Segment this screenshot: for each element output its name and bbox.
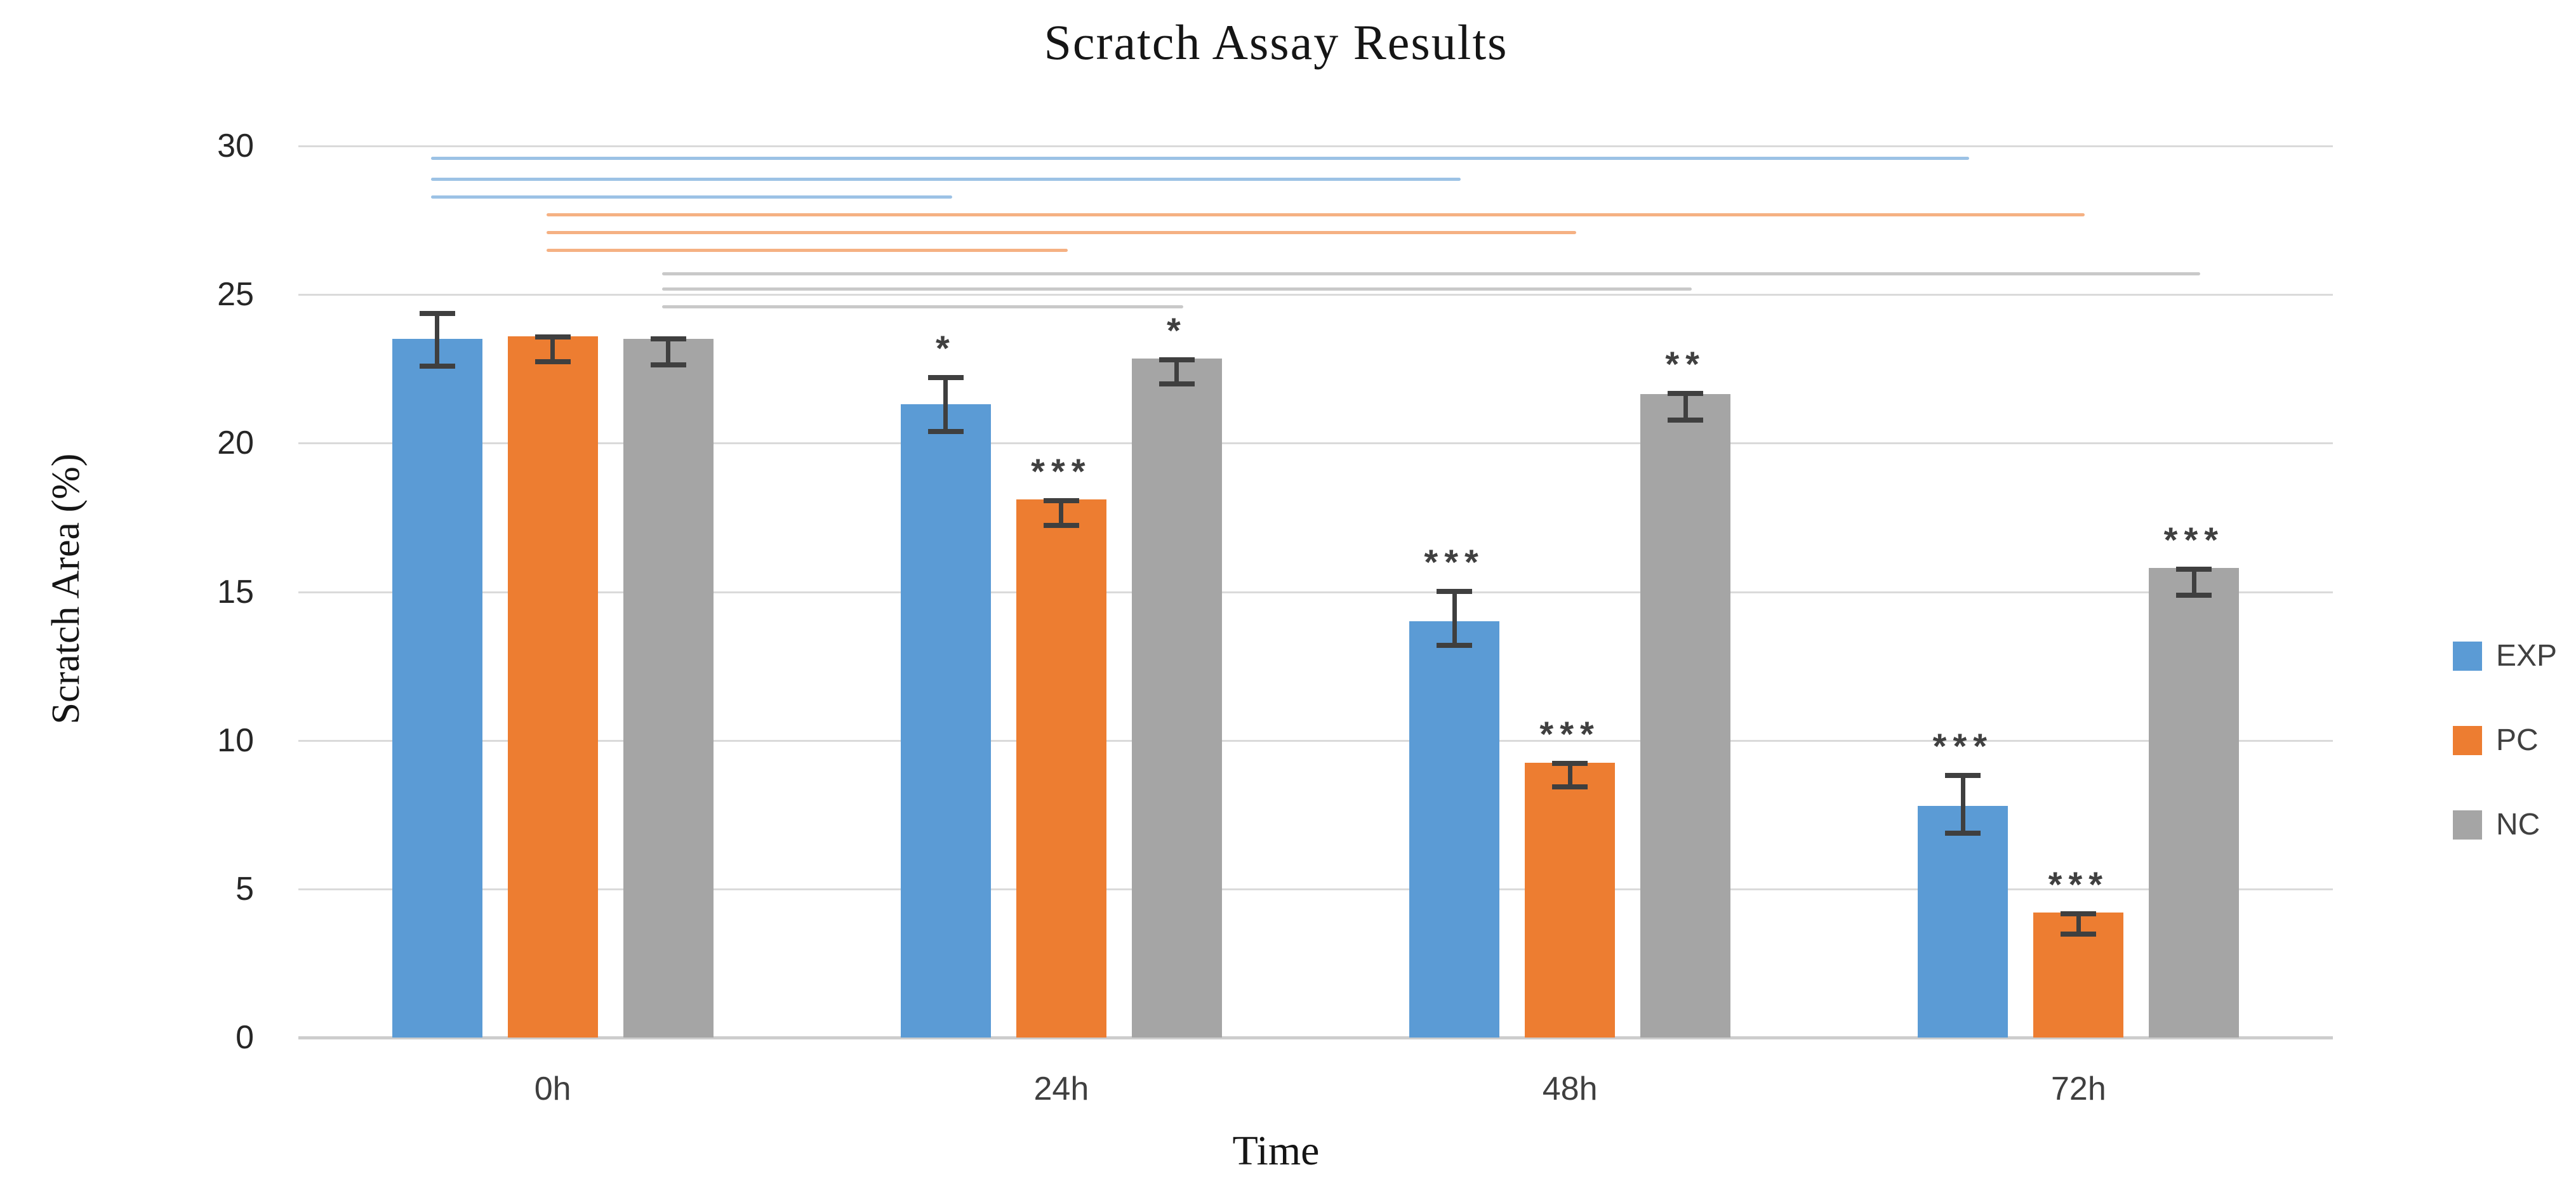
bar-nc-72h	[2149, 568, 2240, 1038]
bar-exp-72h	[1918, 805, 2008, 1038]
bracket-nc-0h-48h	[661, 287, 1692, 291]
error-bar-nc-72h	[2176, 566, 2212, 598]
bracket-pc-0h-24h	[546, 248, 1068, 252]
bar-exp-48h	[1409, 621, 1500, 1038]
error-bar-nc-48h	[1668, 391, 1704, 423]
error-bar-exp-72h	[1945, 773, 1981, 836]
error-bar-part	[550, 334, 555, 365]
sig-marks-exp-72h: ***	[1932, 726, 1994, 767]
bar-nc-0h	[623, 339, 714, 1038]
bracket-exp-0h-72h	[430, 156, 1970, 160]
bracket-exp-0h-48h	[430, 177, 1461, 181]
bar-pc-48h	[1525, 762, 1616, 1038]
chart-title: Scratch Assay Results	[1044, 15, 1508, 70]
y-axis-title: Scratch Area (%)	[44, 453, 88, 725]
error-bar-pc-72h	[2061, 911, 2097, 937]
error-bar-pc-24h	[1043, 498, 1079, 528]
bar-pc-24h	[1016, 499, 1106, 1038]
error-bar-exp-0h	[419, 310, 455, 369]
x-axis-baseline	[298, 1036, 2333, 1039]
error-bar-part	[666, 336, 671, 367]
error-bar-part	[943, 374, 948, 435]
error-bar-exp-24h	[927, 374, 964, 435]
bracket-nc-0h-24h	[661, 305, 1183, 308]
bar-exp-24h	[900, 404, 991, 1038]
legend-label-nc: NC	[2496, 808, 2540, 841]
bar-exp-0h	[392, 339, 482, 1038]
bar-nc-24h	[1131, 358, 1222, 1038]
gridline-10	[298, 739, 2333, 742]
error-bar-part	[1174, 357, 1179, 387]
bracket-pc-0h-72h	[546, 213, 2085, 216]
sig-marks-pc-24h: ***	[1031, 451, 1092, 491]
y-tick-label-5: 5	[236, 870, 254, 907]
bracket-nc-0h-72h	[661, 272, 2201, 276]
bracket-pc-0h-48h	[546, 230, 1577, 234]
sig-marks-nc-24h: *	[1166, 310, 1187, 350]
y-tick-label-10: 10	[217, 722, 254, 759]
error-bar-pc-0h	[534, 334, 571, 365]
legend-swatch-nc	[2453, 810, 2482, 840]
error-bar-part	[2191, 566, 2196, 598]
legend-swatch-exp	[2453, 642, 2482, 671]
error-bar-part	[1683, 391, 1688, 423]
y-tick-label-30: 30	[217, 128, 254, 164]
y-tick-label-15: 15	[217, 573, 254, 610]
bar-nc-48h	[1640, 394, 1731, 1038]
error-bar-part	[1452, 588, 1457, 649]
gridline-15	[298, 591, 2333, 593]
error-bar-nc-0h	[650, 336, 686, 367]
sig-marks-pc-72h: ***	[2048, 864, 2109, 904]
sig-marks-exp-24h: *	[935, 327, 956, 368]
x-tick-label-0h: 0h	[534, 1071, 571, 1107]
x-axis-title: Time	[1232, 1128, 1320, 1174]
error-bar-part	[435, 310, 440, 369]
sig-marks-nc-48h: **	[1665, 344, 1706, 385]
sig-marks-exp-48h: ***	[1424, 541, 1485, 582]
legend-label-exp: EXP	[2496, 639, 2558, 673]
error-bar-part	[1059, 498, 1064, 528]
error-bar-exp-48h	[1437, 588, 1473, 649]
gridline-20	[298, 442, 2333, 445]
y-tick-label-0: 0	[236, 1019, 254, 1056]
sig-marks-pc-48h: ***	[1539, 714, 1600, 755]
error-bar-part	[1567, 761, 1572, 789]
legend-label-pc: PC	[2496, 723, 2539, 757]
y-tick-label-20: 20	[217, 425, 254, 462]
gridline-5	[298, 888, 2333, 890]
gridline-30	[298, 145, 2333, 147]
error-bar-part	[1960, 773, 1965, 836]
x-tick-label-72h: 72h	[2050, 1071, 2106, 1107]
x-tick-label-48h: 48h	[1542, 1071, 1598, 1107]
error-bar-pc-48h	[1552, 761, 1588, 789]
sig-marks-nc-72h: ***	[2163, 519, 2225, 560]
error-bar-nc-24h	[1159, 357, 1195, 387]
gridline-25	[298, 294, 2333, 296]
bracket-exp-0h-24h	[430, 195, 952, 199]
error-bar-part	[2076, 911, 2081, 937]
x-tick-label-24h: 24h	[1033, 1071, 1089, 1107]
legend-swatch-pc	[2453, 726, 2482, 755]
bar-pc-0h	[507, 336, 598, 1038]
y-tick-label-25: 25	[217, 276, 254, 313]
